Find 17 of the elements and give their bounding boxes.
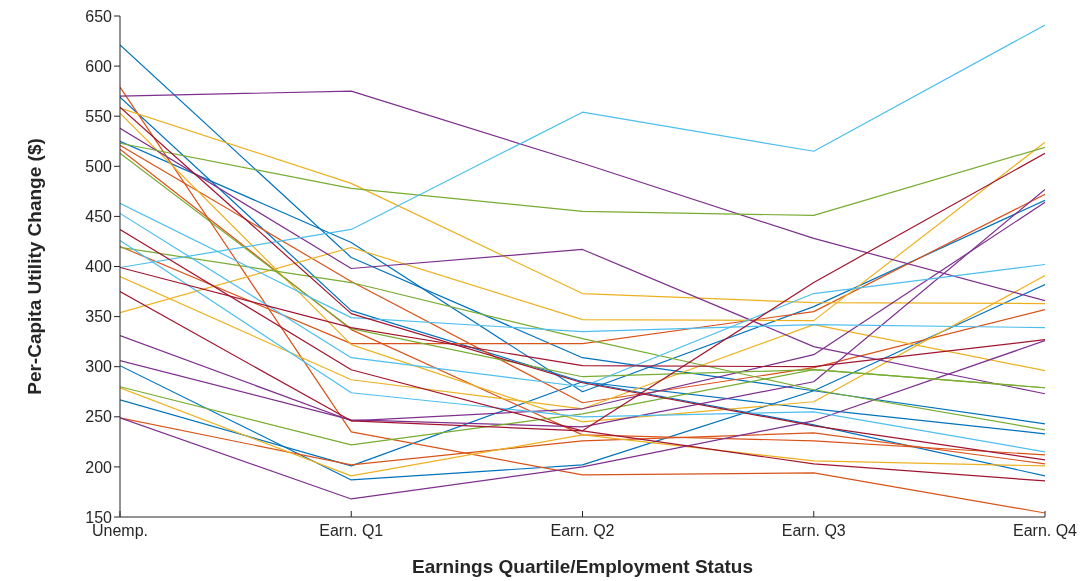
y-tick-label: 500 <box>85 157 113 175</box>
y-tick-label: 200 <box>85 458 113 476</box>
y-axis-title: Per-Capita Utility Change ($) <box>23 138 45 395</box>
x-tick-label: Earn. Q4 <box>1012 522 1078 540</box>
y-tick-label: 650 <box>85 7 113 25</box>
x-axis-title: Earnings Quartile/Employment Status <box>411 556 754 577</box>
x-tick-label: Earn. Q2 <box>550 522 615 540</box>
y-tick-label: 250 <box>85 408 113 426</box>
y-tick-label: 400 <box>85 258 113 276</box>
x-tick-label: Unemp. <box>91 522 149 540</box>
y-tick-label: 350 <box>85 308 113 326</box>
y-tick-label: 550 <box>85 107 113 125</box>
x-tick-label: Earn. Q1 <box>319 522 384 540</box>
x-tick-label: Earn. Q3 <box>781 522 846 540</box>
y-tick-label: 300 <box>85 358 113 376</box>
y-tick-label: 600 <box>85 57 113 75</box>
y-tick-label: 450 <box>85 208 113 226</box>
